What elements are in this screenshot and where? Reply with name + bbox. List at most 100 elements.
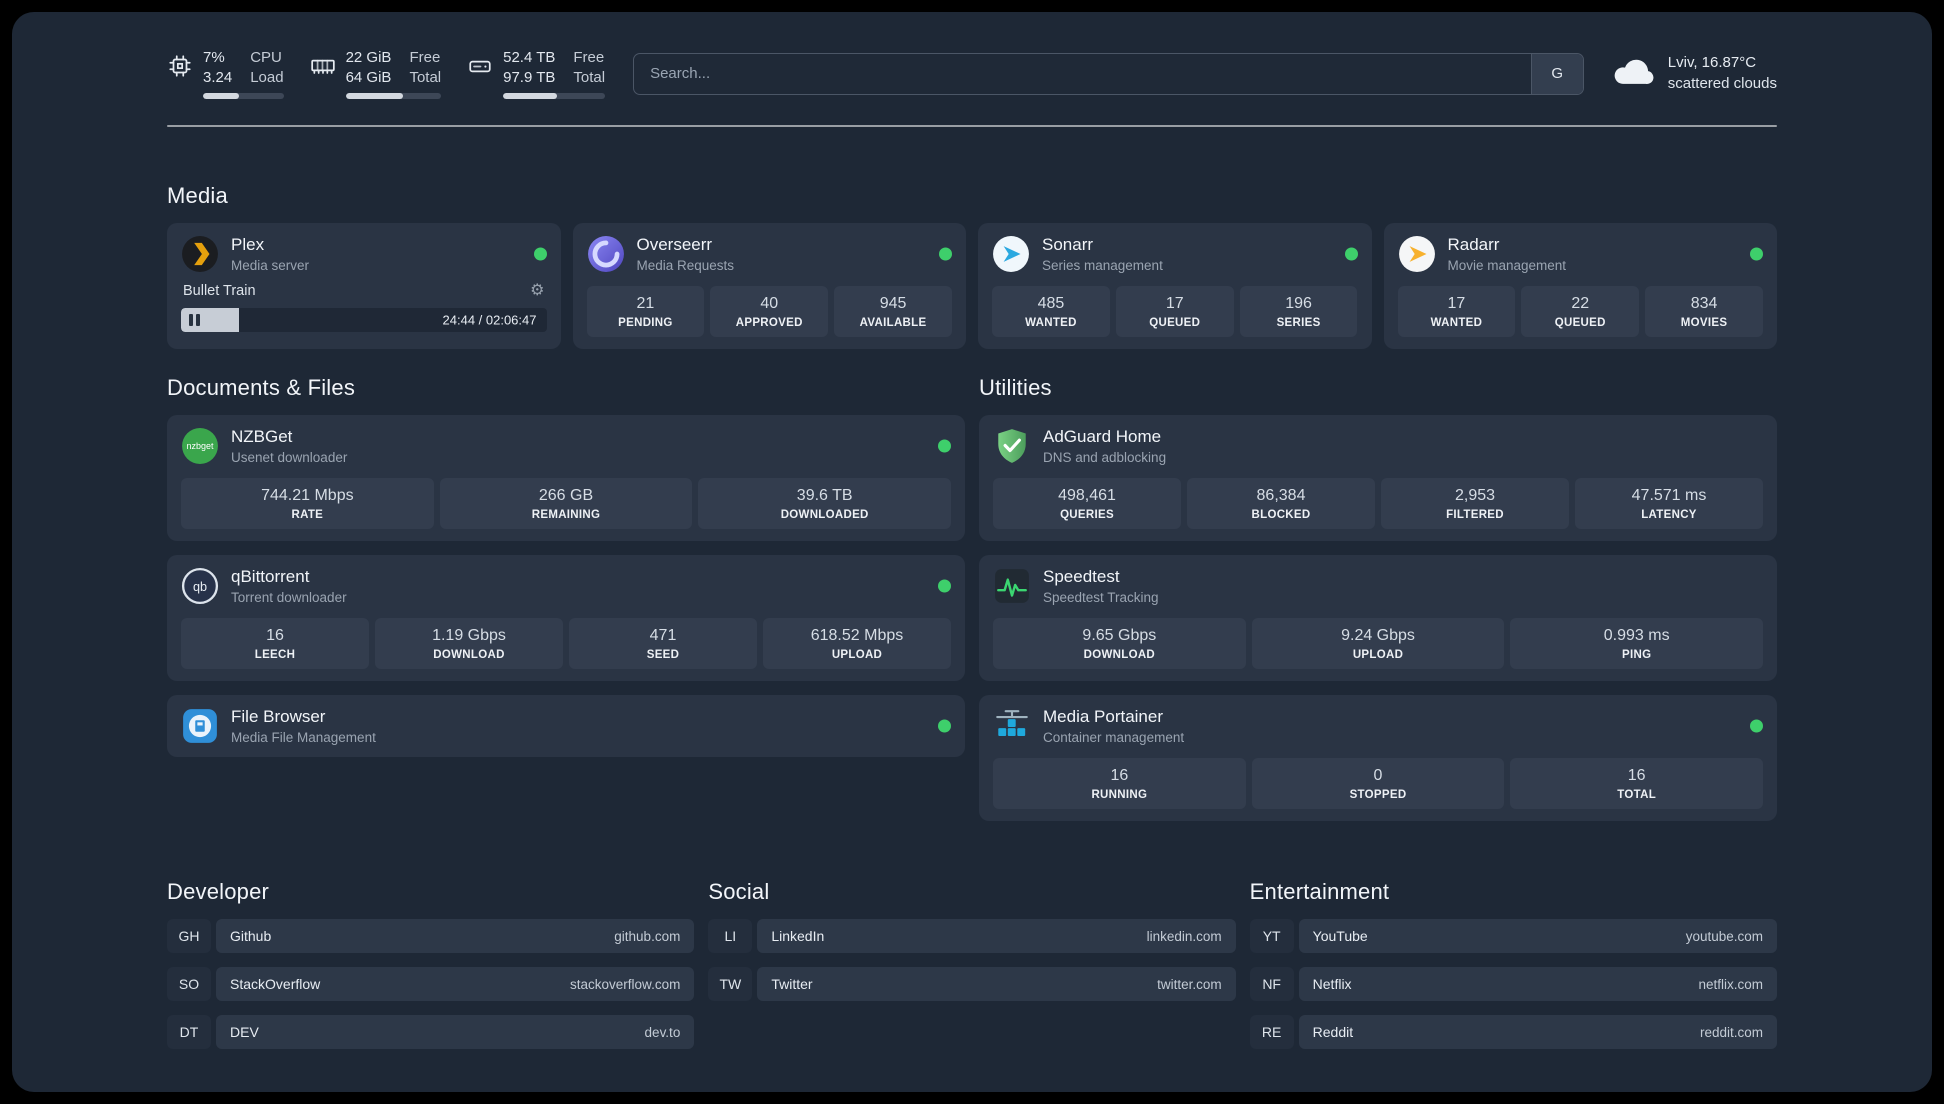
disk-free-label: Free <box>573 49 605 66</box>
stat-tile: 22 QUEUED <box>1521 286 1640 337</box>
service-name: Overseerr <box>636 235 713 254</box>
service-subtitle: Container management <box>1043 730 1185 745</box>
stat-value: 22 <box>1571 295 1590 312</box>
stat-value: 485 <box>1037 295 1065 312</box>
stat-tile: 834 MOVIES <box>1645 286 1763 337</box>
service-card-adguard[interactable]: AdGuard Home DNS and adblocking 498,461 … <box>979 415 1777 541</box>
memory-progress-track <box>345 93 442 99</box>
stat-value: 9.65 Gbps <box>1082 627 1157 644</box>
status-dot <box>1750 247 1763 261</box>
stat-value: 16 <box>266 627 284 644</box>
memory-widget: 22 GiB 64 GiB Free Total <box>310 48 442 99</box>
search-provider-button[interactable]: G <box>1530 53 1583 94</box>
stat-value: 618.52 Mbps <box>810 627 904 644</box>
weather-widget: Lviv, 16.87°C scattered clouds <box>1612 53 1777 94</box>
cpu-icon <box>167 53 193 84</box>
bookmark-name: Reddit <box>1312 1024 1354 1040</box>
bookmark-github[interactable]: GH Github github.com <box>167 919 695 953</box>
bookmark-name: Github <box>230 928 272 944</box>
service-card-nzbget[interactable]: nzbget NZBGet Usenet downloader 744.21 M… <box>167 415 965 541</box>
svg-text:qb: qb <box>193 580 207 594</box>
weather-condition: scattered clouds <box>1667 74 1777 92</box>
service-card-filebrowser[interactable]: File Browser Media File Management <box>167 695 965 757</box>
stat-label: TOTAL <box>1617 789 1657 801</box>
bookmark-abbr: NF <box>1249 967 1294 1001</box>
bookmark-twitter[interactable]: TW Twitter twitter.com <box>708 967 1236 1001</box>
stat-tile: 16 TOTAL <box>1510 758 1764 809</box>
service-name: Sonarr <box>1042 235 1094 254</box>
service-card-sonarr[interactable]: Sonarr Series management 485 WANTED 17 Q… <box>978 223 1372 349</box>
stat-label: SEED <box>646 649 680 661</box>
portainer-icon <box>993 707 1031 745</box>
disk-total-label: Total <box>573 68 606 86</box>
nzbget-icon: nzbget <box>181 427 219 465</box>
stat-tile: 945 AVAILABLE <box>834 286 952 337</box>
bookmark-group-developer: Developer GH Github github.com SO StackO… <box>167 879 695 1049</box>
service-subtitle: Media File Management <box>231 730 376 745</box>
playback-progress-fill <box>181 308 240 332</box>
stat-value: 40 <box>760 295 779 312</box>
section-title-documents: Documents & Files <box>167 375 356 400</box>
service-name: Radarr <box>1447 235 1500 254</box>
status-dot <box>1750 719 1763 733</box>
plex-now-playing: Bullet Train ⚙ 24:44 / 02:06:47 <box>181 283 547 332</box>
stat-label: WANTED <box>1025 317 1077 329</box>
gear-icon[interactable]: ⚙ <box>530 282 545 299</box>
bookmark-abbr: GH <box>167 919 211 953</box>
service-subtitle: Speedtest Tracking <box>1043 590 1159 605</box>
stat-value: 47.571 ms <box>1631 487 1707 504</box>
bookmark-netflix[interactable]: NF Netflix netflix.com <box>1249 967 1777 1001</box>
stat-tile: 9.65 Gbps DOWNLOAD <box>993 618 1246 669</box>
bookmark-abbr: RE <box>1249 1015 1294 1049</box>
stat-value: 2,953 <box>1454 487 1496 504</box>
cpu-load-label: Load <box>250 68 284 86</box>
stat-tile: 39.6 TB DOWNLOADED <box>698 478 952 529</box>
stat-tile: 744.21 Mbps RATE <box>181 478 434 529</box>
speedtest-icon <box>993 567 1031 605</box>
stat-value: 266 GB <box>538 487 594 504</box>
bookmark-domain: youtube.com <box>1685 928 1763 944</box>
bookmark-linkedin[interactable]: LI LinkedIn linkedin.com <box>708 919 1236 953</box>
service-card-plex[interactable]: Plex Media server Bullet Train ⚙ <box>167 223 561 349</box>
bookmark-abbr: SO <box>167 967 211 1001</box>
bookmark-domain: reddit.com <box>1699 1024 1763 1040</box>
stat-tile: 16 LEECH <box>181 618 369 669</box>
memory-total-label: Total <box>409 68 442 86</box>
qbittorrent-icon: qb <box>181 567 219 605</box>
stat-label: APPROVED <box>735 317 803 329</box>
bookmark-stackoverflow[interactable]: SO StackOverflow stackoverflow.com <box>167 967 695 1001</box>
bookmark-group-entertainment: Entertainment YT YouTube youtube.com NF … <box>1249 879 1777 1049</box>
bookmark-name: YouTube <box>1312 928 1368 944</box>
disk-progress-fill <box>503 93 558 99</box>
bookmark-name: StackOverflow <box>230 976 321 992</box>
service-subtitle: Usenet downloader <box>231 450 348 465</box>
playback-time: 24:44 / 02:06:47 <box>442 312 537 328</box>
service-card-overseerr[interactable]: Overseerr Media Requests 21 PENDING 40 A… <box>572 223 966 349</box>
filebrowser-icon <box>181 707 219 745</box>
bookmark-dev[interactable]: DT DEV dev.to <box>167 1015 695 1049</box>
stat-tile: 266 GB REMAINING <box>439 478 693 529</box>
pause-icon[interactable] <box>189 314 200 326</box>
playback-progress-bar[interactable]: 24:44 / 02:06:47 <box>181 308 547 332</box>
stat-value: 17 <box>1165 295 1184 312</box>
bookmark-domain: netflix.com <box>1698 976 1763 992</box>
bookmark-youtube[interactable]: YT YouTube youtube.com <box>1249 919 1777 953</box>
search-bar[interactable]: G <box>633 52 1584 95</box>
service-card-radarr[interactable]: Radarr Movie management 17 WANTED 22 QUE… <box>1383 223 1777 349</box>
service-card-portainer[interactable]: Media Portainer Container management 16 … <box>979 695 1777 821</box>
stat-tile: 0 STOPPED <box>1251 758 1505 809</box>
stat-label: LEECH <box>254 649 296 661</box>
plex-icon <box>181 235 219 273</box>
search-input[interactable] <box>634 53 1531 94</box>
bookmark-domain: twitter.com <box>1157 976 1222 992</box>
service-card-qbittorrent[interactable]: qb qBittorrent Torrent downloader 16 <box>167 555 965 681</box>
stat-tile: 47.571 ms LATENCY <box>1575 478 1763 529</box>
stat-label: REMAINING <box>531 509 601 521</box>
service-card-speedtest[interactable]: Speedtest Speedtest Tracking 9.65 Gbps D… <box>979 555 1777 681</box>
memory-free-label: Free <box>409 49 441 66</box>
bookmark-abbr: TW <box>708 967 753 1001</box>
stat-value: 39.6 TB <box>796 487 853 504</box>
stat-label: SERIES <box>1276 317 1321 329</box>
bookmark-reddit[interactable]: RE Reddit reddit.com <box>1249 1015 1777 1049</box>
stat-value: 16 <box>1627 767 1646 784</box>
